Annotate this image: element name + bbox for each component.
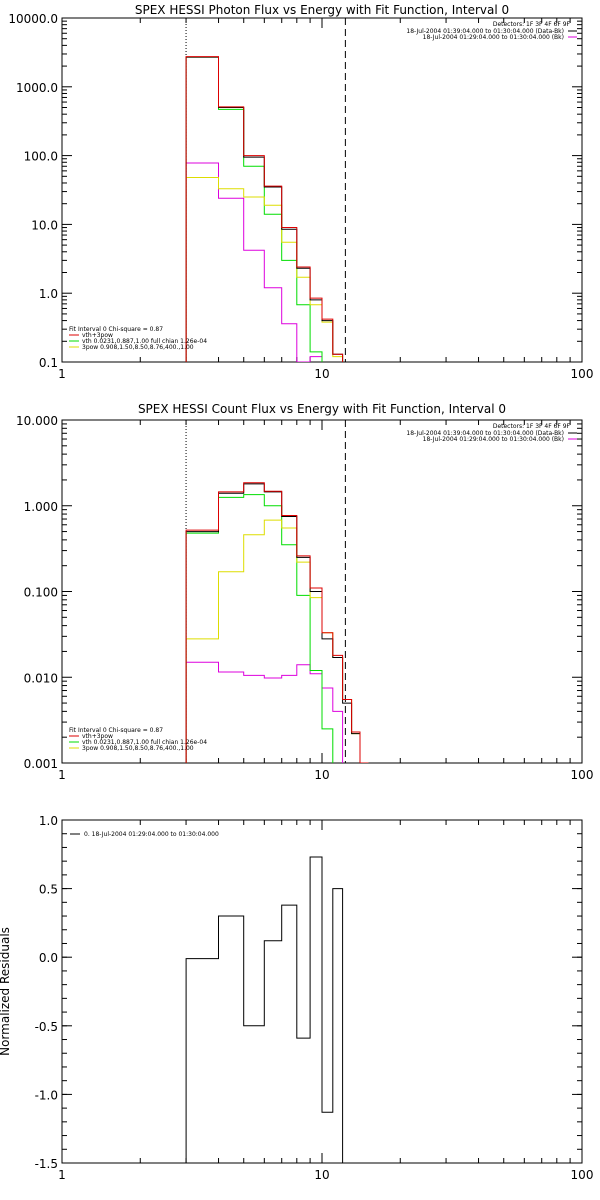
- y-tick-label: 0.1: [39, 356, 58, 370]
- bottom-left-legend: Fit Interval 0 Chi-square = 0.87vth+3pow…: [69, 326, 207, 351]
- legend-entry-label: 18-Jul-2004 01:29:04.000 to 01:30:04.000…: [423, 34, 564, 41]
- y-tick-label: 10.000: [16, 414, 58, 428]
- y-tick-label: 1.000: [24, 500, 58, 514]
- legend-header: Fit Interval 0 Chi-square = 0.87: [69, 727, 163, 734]
- y-tick-label: 1.0: [39, 287, 58, 301]
- y-tick-label: 10000.0: [8, 12, 58, 26]
- x-tick-label: 100: [571, 367, 594, 381]
- chart-panel-3: Normalized Residuals 1 10 100 -1.5 -1.0 -0.5 0.…: [0, 814, 593, 1182]
- x-tick-label: 10: [314, 367, 329, 381]
- series-group: [185, 856, 344, 1163]
- x-tick-label: 10: [314, 1168, 329, 1182]
- legend-entry-label: 3pow 0.908,1.50,8.50,8.76,400.,1.00: [82, 344, 194, 351]
- x-tick-label: 100: [571, 1168, 594, 1182]
- y-tick-label: 0.010: [24, 671, 58, 685]
- series-histogram-1: [185, 56, 344, 362]
- legend-entry-label: vth 0.0231,0.887,1.00 full chian 1.26e-0…: [82, 338, 207, 345]
- y-tick-label: -0.5: [35, 1020, 58, 1034]
- legend-entry-label: 18-Jul-2004 01:39:04.000 to 01:30:04.000…: [406, 28, 564, 35]
- chart-title: SPEX HESSI Count Flux vs Energy with Fit…: [138, 402, 506, 416]
- series-histogram-4: [185, 519, 369, 763]
- y-tick-label: -1.5: [35, 1157, 58, 1171]
- chart-panel-1: SPEX HESSI Photon Flux vs Energy with Fi…: [8, 3, 594, 381]
- series-histogram-2: [185, 482, 369, 763]
- y-axis-label: Normalized Residuals: [0, 927, 12, 1056]
- series-histogram-5: [185, 661, 344, 763]
- x-tick-label: 1: [58, 768, 66, 782]
- y-tick-label: 10.0: [31, 218, 58, 232]
- x-tick-label: 1: [58, 1168, 66, 1182]
- legend-entry-label: 18-Jul-2004 01:29:04.000 to 01:30:04.000…: [423, 436, 564, 443]
- residual-legend: 0. 18-Jul-2004 01:29:04.000 to 01:30:04.…: [70, 831, 219, 838]
- y-tick-label: -1.0: [35, 1088, 58, 1102]
- y-tick-label: 1.0: [39, 814, 58, 828]
- chart-panel-2: SPEX HESSI Count Flux vs Energy with Fit…: [16, 402, 594, 782]
- legend-entry-label: 0. 18-Jul-2004 01:29:04.000 to 01:30:04.…: [84, 831, 219, 838]
- x-tick-label: 1: [58, 367, 66, 381]
- legend-header: Detectors: 1F 3F 4F 6F 9F: [493, 21, 571, 28]
- series-histogram-3: [185, 56, 323, 362]
- legend-entry-label: vth+3pow: [82, 332, 113, 339]
- series-group: [185, 56, 344, 362]
- y-tick-label: 0.001: [24, 757, 58, 771]
- x-tick-label: 10: [314, 768, 329, 782]
- series-histogram-3: [185, 494, 334, 763]
- y-tick-label: 0.5: [39, 883, 58, 897]
- series-histogram-1: [185, 856, 344, 1163]
- x-tick-label: 100: [571, 768, 594, 782]
- y-tick-label: 0.0: [39, 951, 58, 965]
- y-tick-label: 1000.0: [16, 81, 58, 95]
- series-histogram-2: [185, 56, 344, 362]
- legend-header: Detectors: 1F 3F 4F 6F 9F: [493, 423, 571, 430]
- y-tick-label: 100.0: [24, 150, 58, 164]
- series-histogram-4: [185, 177, 344, 362]
- legend-header: Fit Interval 0 Chi-square = 0.87: [69, 326, 163, 333]
- chart-title: SPEX HESSI Photon Flux vs Energy with Fi…: [135, 3, 509, 17]
- bottom-left-legend: Fit Interval 0 Chi-square = 0.87vth+3pow…: [69, 727, 207, 752]
- series-histogram-5: [185, 162, 323, 362]
- legend-entry-label: vth+3pow: [82, 733, 113, 740]
- legend-entry-label: 18-Jul-2004 01:39:04.000 to 01:30:04.000…: [406, 430, 564, 437]
- y-tick-label: 0.100: [24, 586, 58, 600]
- series-group: [185, 482, 369, 763]
- legend-entry-label: vth 0.0231,0.887,1.00 full chian 1.26e-0…: [82, 739, 207, 746]
- legend-entry-label: 3pow 0.908,1.50,8.50,8.76,400.,1.00: [82, 745, 194, 752]
